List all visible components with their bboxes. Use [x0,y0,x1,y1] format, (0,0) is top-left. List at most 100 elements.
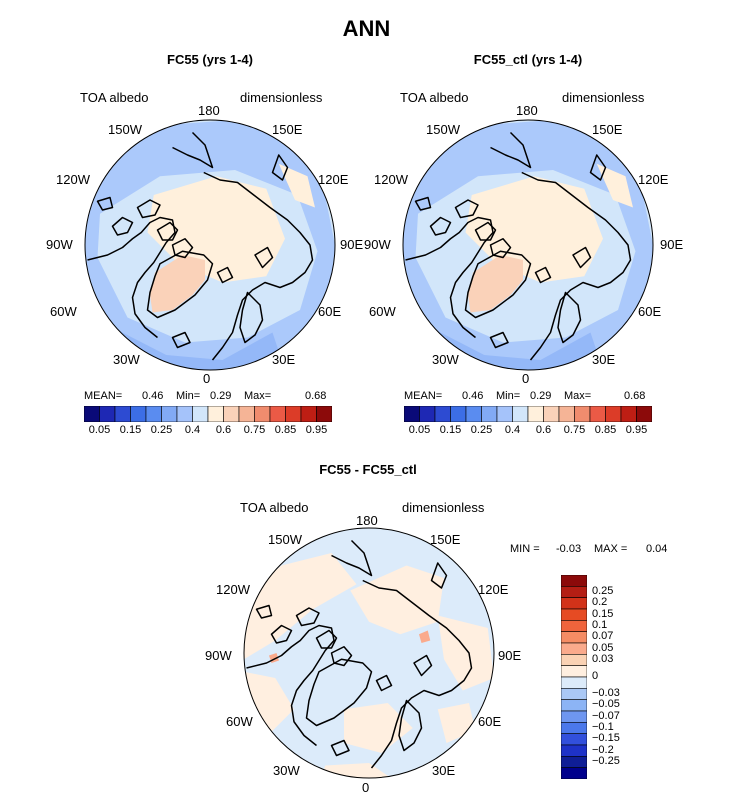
colorbar-segment [561,654,587,666]
stat-mean-value: 0.46 [462,390,484,402]
lon-label-90E: 90E [498,648,522,663]
colorbar-tick-label: 0.25 [150,424,173,436]
lon-label-90E: 90E [660,237,684,252]
stat-max-value: 0.04 [646,543,668,555]
polar-map-fc55 [84,119,336,371]
lon-label-90W: 90W [46,237,73,252]
lon-label-120E: 120E [638,172,669,187]
colorbar-segment [561,586,587,598]
colorbar-segment [404,406,420,422]
colorbar-segment [434,406,451,422]
lon-label-30E: 30E [432,763,456,778]
colorbar-segment [145,406,162,422]
lon-label-60E: 60E [318,304,342,319]
stat-max-label: Max= [244,390,272,402]
colorbar-segment [419,406,436,422]
variable-label: TOA albedo [400,90,469,105]
colorbar-tick-label: −0.15 [592,732,620,745]
colorbar-segment [316,406,332,422]
colorbar-tick-label: 0.05 [88,424,111,436]
lon-label-0: 0 [362,780,370,795]
colorbar-segment [561,688,587,700]
lon-label-60W: 60W [369,304,396,319]
stat-max-value: 0.68 [305,390,327,402]
lon-label-150E: 150E [592,122,623,137]
colorbar-tick-label: 0.6 [535,424,552,436]
colorbar-segment [561,665,587,678]
colorbar-segment [285,406,302,422]
colorbar-segment [300,406,317,422]
lon-label-60E: 60E [478,714,502,729]
stat-min-value: 0.29 [530,390,552,402]
colorbar-segment [161,406,178,422]
colorbar-segment [561,642,587,655]
colorbar-segment [561,767,587,779]
colorbar-tick-label: 0.6 [215,424,232,436]
colorbar-tick-label: 0.15 [439,424,462,436]
colorbar-segment [561,722,587,734]
colorbar-tick-label: 0.25 [592,585,614,597]
lon-label-120E: 120E [478,582,509,597]
colorbar-segment [561,676,587,689]
lon-label-150E: 150E [272,122,303,137]
colorbar-tick-label: −0.05 [592,698,620,711]
polar-map-fc55-ctl [402,119,654,371]
lon-label-30W: 30W [113,352,140,367]
colorbar-segment [130,406,147,422]
colorbar-segment [207,406,224,422]
colorbar-segment [527,406,544,422]
colorbar-tick-label: 0.1 [592,619,608,631]
colorbar-segment [561,620,587,632]
colorbar-tick-label: 0.05 [592,641,614,654]
colorbar-ticks-fc55: 0.05 0.15 0.25 0.4 0.6 0.75 0.85 0.95 [84,424,332,438]
units-label: dimensionless [240,90,323,105]
colorbar-segment [238,406,255,422]
colorbar-segment [269,406,286,422]
colorbar-ticks-diff: 0.25 0.2 0.15 0.1 0.07 0.05 0.03 0 −0.03 −0.05 −0.… [592,575,672,779]
variable-label: TOA albedo [80,90,149,105]
panel-title-fc55: FC55 (yrs 1-4) [167,52,253,67]
lon-label-180: 180 [516,103,538,118]
panel-title-fc55-ctl: FC55_ctl (yrs 1-4) [473,52,583,67]
colorbar-segment [558,406,575,422]
colorbar-segment [450,406,467,422]
colorbar-segment [512,406,529,422]
lon-label-90W: 90W [364,237,391,252]
colorbar-tick-label: 0.85 [274,424,297,436]
stat-min-label: MIN = [510,543,540,555]
lon-label-120W: 120W [374,172,408,187]
lon-label-0: 0 [203,371,211,386]
colorbar-segment [192,406,209,422]
colorbar-segment [84,406,100,422]
colorbar-segment [496,406,513,422]
stat-min-label: Min= [496,390,521,402]
colorbar-segment [636,406,652,422]
lon-label-150W: 150W [426,122,460,137]
colorbar-segment [561,744,587,757]
lon-label-150W: 150W [268,532,302,547]
stat-mean-value: 0.46 [142,390,164,402]
colorbar-segment [561,608,587,621]
colorbar-tick-label: 0.05 [408,424,431,436]
colorbar-tick-label: 0.75 [243,424,266,436]
stat-max-label: MAX = [594,543,628,555]
colorbar-segment [114,406,131,422]
colorbar-tick-label: 0.85 [594,424,617,436]
lon-label-120W: 120W [216,582,250,597]
units-label: dimensionless [562,90,645,105]
lon-label-30W: 30W [432,352,459,367]
stat-min-label: Min= [176,390,201,402]
lon-label-90E: 90E [340,237,364,252]
colorbar-segment [561,597,587,610]
colorbar-tick-label: 0.4 [184,424,201,436]
polar-map-diff [243,527,495,779]
lon-label-30W: 30W [273,763,300,778]
colorbar-tick-label: 0 [592,670,599,682]
colorbar-tick-label: 0.25 [470,424,493,436]
colorbar-segment [561,575,587,587]
colorbar-ticks-fc55-ctl: 0.05 0.15 0.25 0.4 0.6 0.75 0.85 0.95 [404,424,652,438]
figure-title: ANN [342,16,391,41]
colorbar-segment [543,406,560,422]
colorbar-segment [223,406,240,422]
colorbar-tick-label: 0.95 [625,424,648,436]
